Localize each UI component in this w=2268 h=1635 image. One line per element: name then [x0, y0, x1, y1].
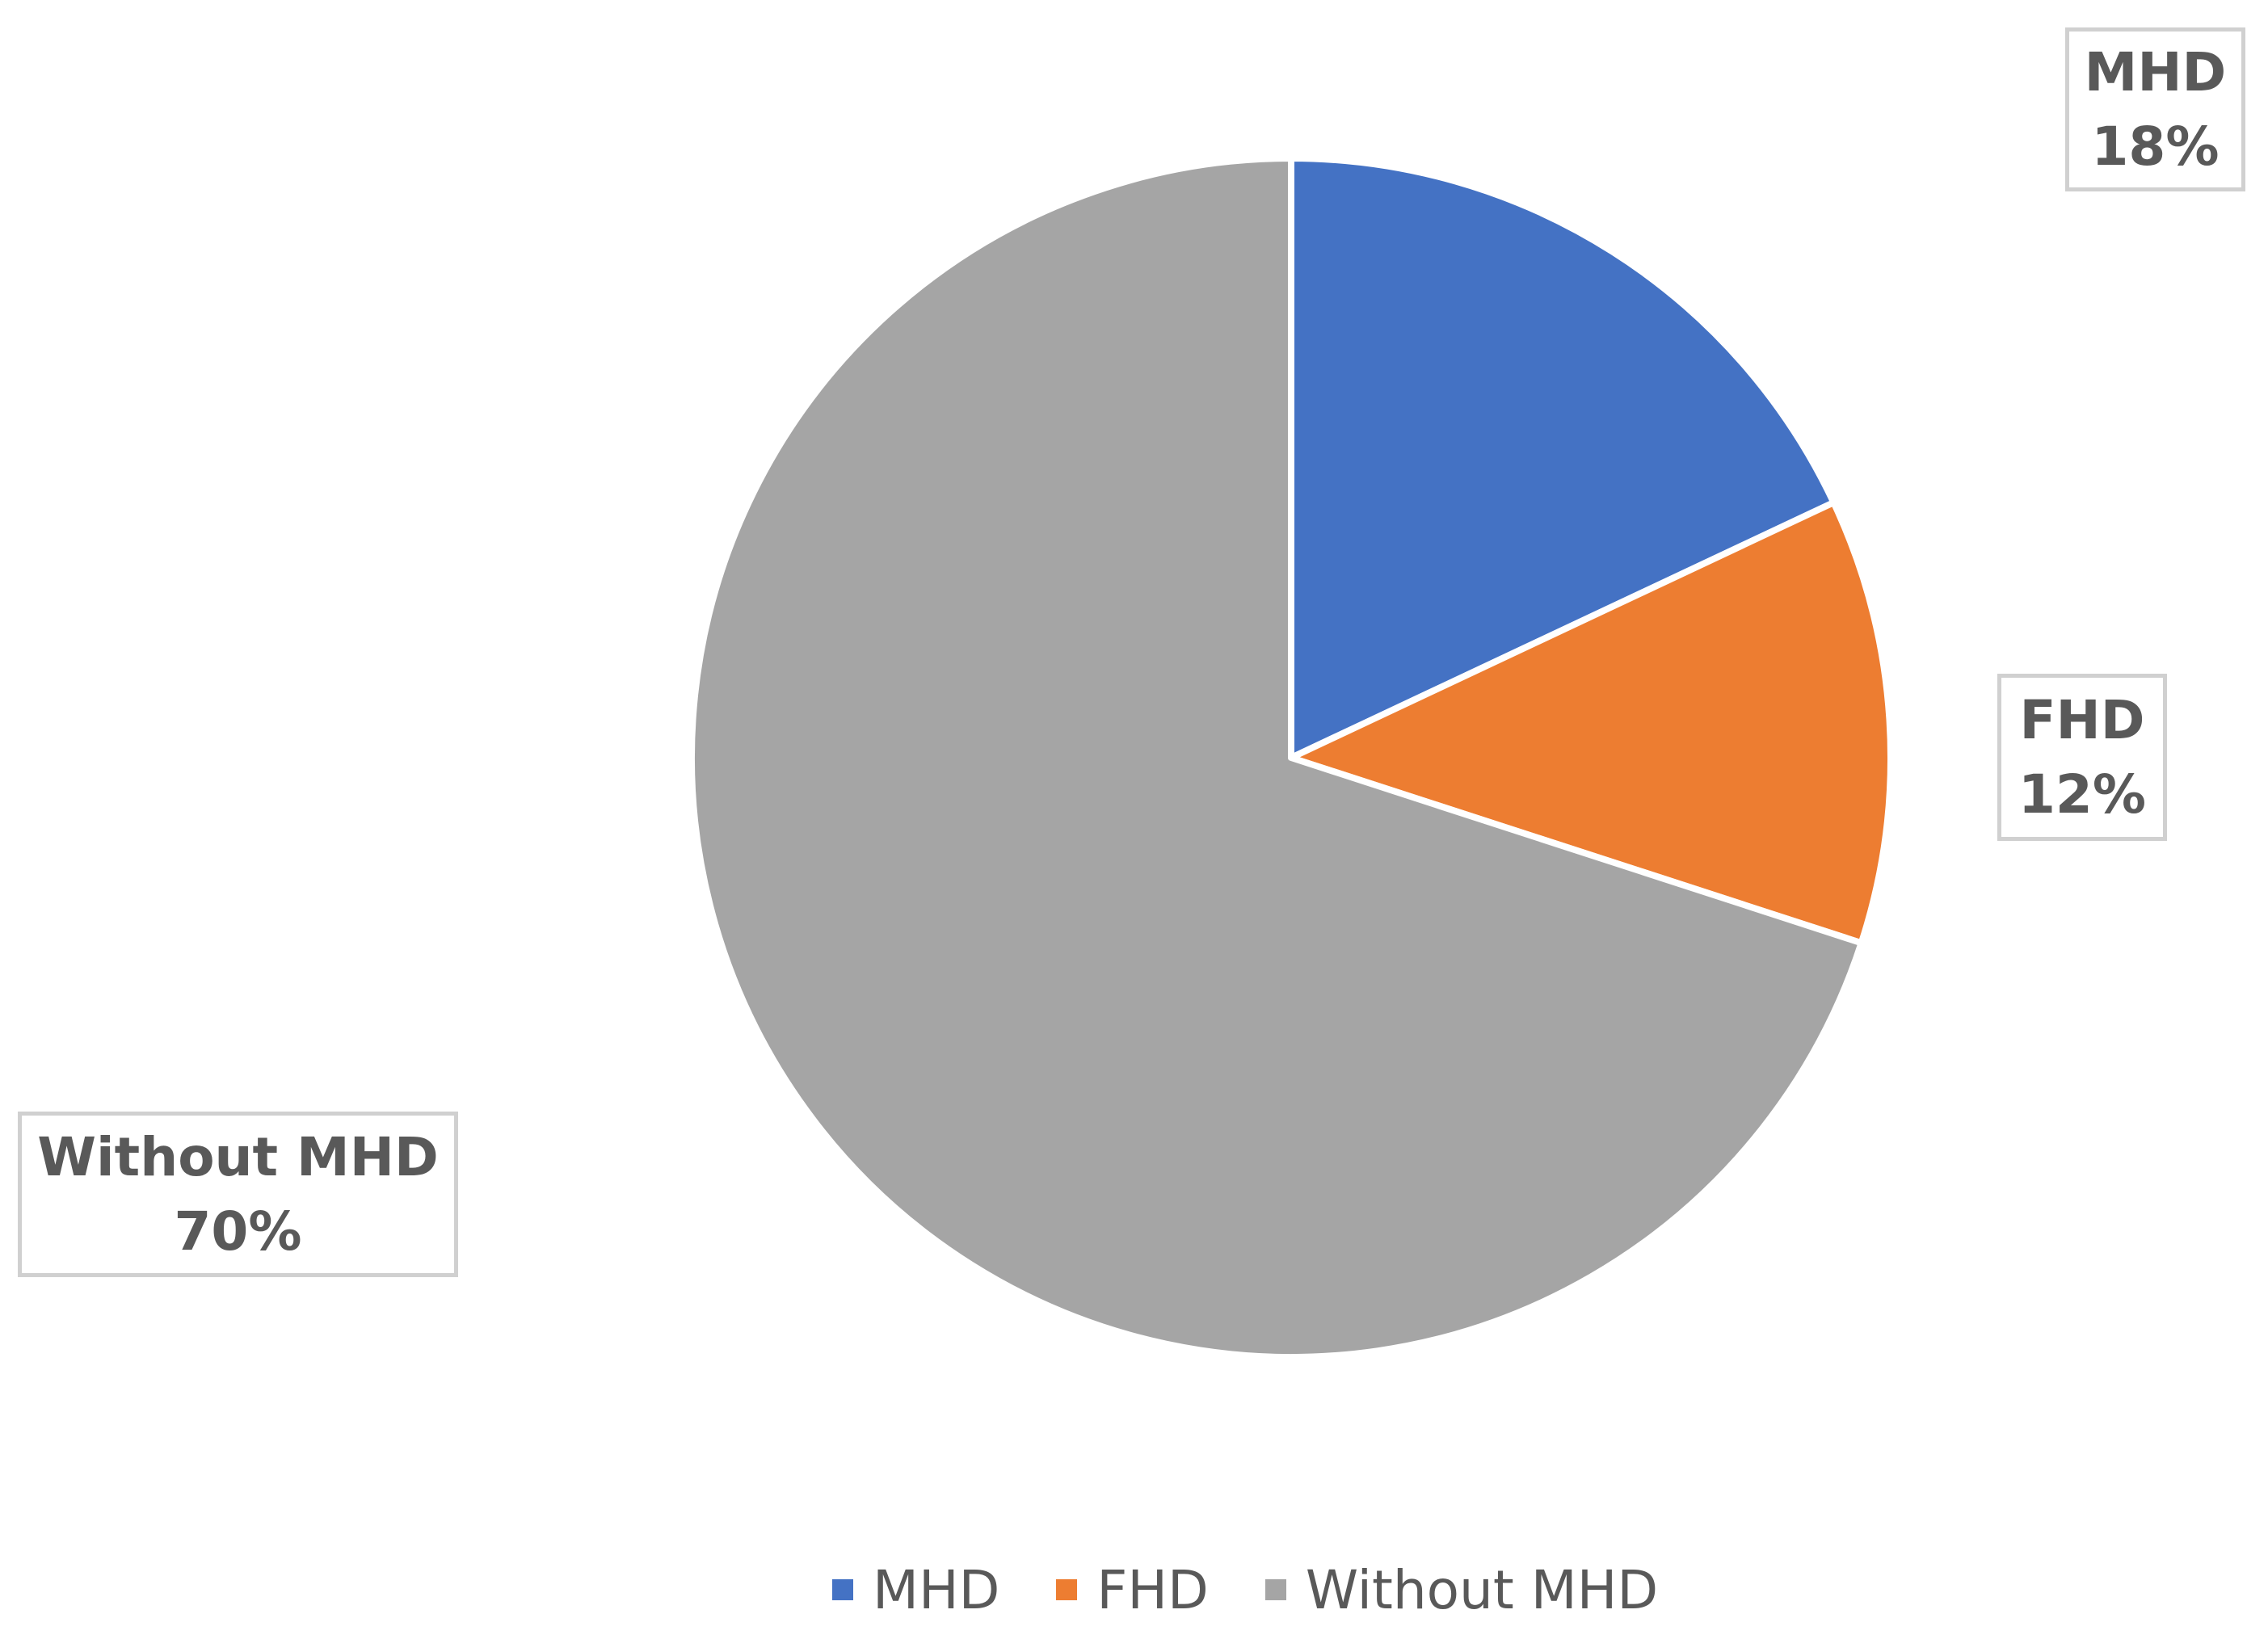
legend-item-mhd: MHD [832, 1559, 999, 1621]
pie-slice-fhd [1288, 499, 1894, 947]
legend-swatch-mhd [832, 1579, 853, 1600]
legend: MHD FHD Without MHD [832, 1549, 1658, 1630]
legend-item-without-mhd: Without MHD [1264, 1558, 1659, 1621]
data-label-mhd-value: 18% [2091, 115, 2220, 178]
legend-swatch-fhd [1056, 1579, 1078, 1600]
data-label-mhd: MHD 18% [2065, 27, 2245, 191]
pie-slice-without-mhd [688, 155, 1865, 1360]
pie-slice-mhd [1288, 155, 1837, 761]
data-label-fhd-value: 12% [2018, 763, 2146, 826]
data-label-without-mhd: Without MHD 70% [18, 1112, 458, 1277]
data-label-fhd: FHD 12% [1997, 674, 2167, 841]
legend-item-fhd: FHD [1056, 1558, 1209, 1621]
legend-label-without-mhd: Without MHD [1305, 1558, 1659, 1621]
data-label-without-mhd-category: Without MHD [37, 1125, 439, 1188]
data-label-mhd-category: MHD [2084, 40, 2227, 103]
data-label-fhd-category: FHD [2019, 688, 2145, 751]
legend-label-mhd: MHD [873, 1558, 1000, 1621]
legend-label-fhd: FHD [1096, 1558, 1209, 1621]
legend-swatch-without-mhd [1264, 1579, 1286, 1600]
data-label-without-mhd-value: 70% [174, 1200, 302, 1263]
